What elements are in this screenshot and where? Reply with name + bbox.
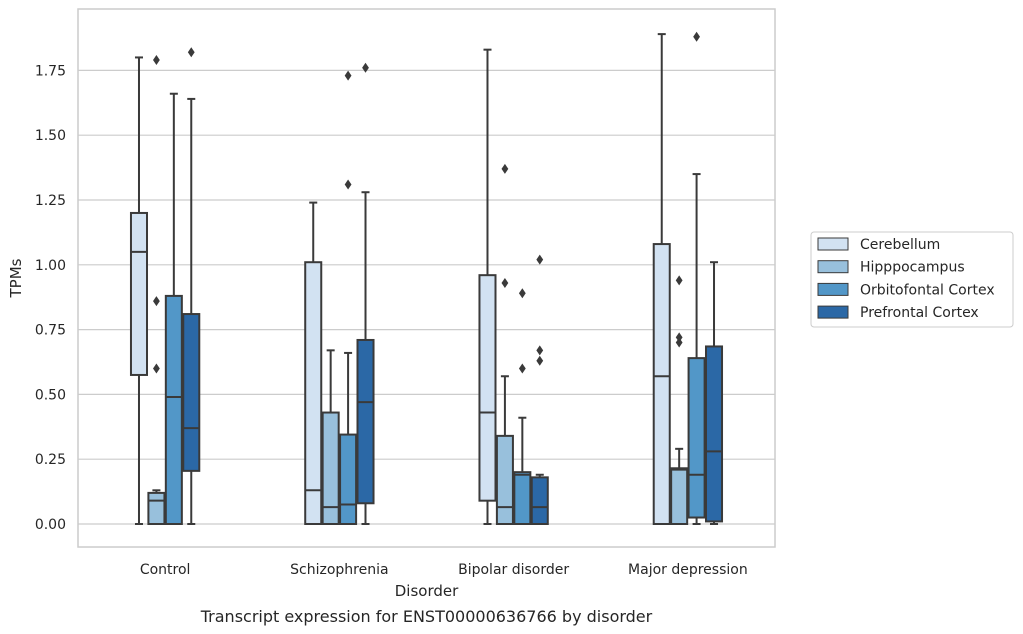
outlier-point (675, 275, 683, 286)
y-tick-label: 0.50 (35, 387, 66, 403)
box-iqr (670, 467, 689, 526)
outlier-point (153, 55, 160, 66)
box-iqr (304, 261, 323, 525)
outlier-point (536, 345, 544, 356)
legend-frame (810, 231, 1014, 328)
x-axis-label: Disorder (395, 582, 459, 600)
box-cerebellum (304, 201, 323, 525)
box-iqr (356, 338, 375, 505)
box-iqr (704, 345, 724, 523)
box-prefrontal-cortex (182, 47, 201, 525)
box-series-group (129, 31, 724, 526)
x-tick-label: Control (140, 562, 191, 578)
box-iqr (478, 274, 497, 502)
box-iqr (321, 411, 340, 526)
x-axis-tick-labels: Control Schizophrenia Bipolar disorder Majo… (140, 562, 748, 578)
outlier-point (518, 288, 526, 299)
box-iqr (339, 433, 358, 525)
box-iqr (652, 243, 671, 525)
outlier-point (501, 277, 509, 288)
outlier-point (518, 363, 526, 374)
outlier-point (693, 31, 700, 42)
legend-label: Orbitofontal Cortex (860, 282, 995, 298)
y-tick-label: 1.25 (35, 193, 66, 209)
y-tick-label: 0.25 (35, 452, 66, 468)
box-iqr (687, 357, 706, 519)
y-axis-label: TPMs (7, 258, 25, 298)
y-tick-label: 1.00 (35, 258, 66, 274)
box-iqr (513, 471, 532, 526)
outlier-point (153, 296, 160, 307)
y-tick-label: 1.50 (35, 128, 66, 144)
box-prefrontal-cortex (356, 62, 375, 525)
y-axis-tick-labels: 0.00 0.25 0.50 0.75 1.00 1.25 1.50 1.75 (35, 63, 66, 533)
outlier-point (675, 332, 683, 343)
legend-label: Prefrontal Cortex (860, 305, 979, 321)
x-tick-label: Major depression (628, 562, 748, 578)
box-cerebellum (129, 56, 149, 525)
box-iqr (495, 434, 514, 526)
box-orbitofontal-cortex (164, 92, 183, 525)
box-iqr (129, 211, 149, 376)
box-hipppocampus (495, 163, 514, 526)
box-cerebellum (478, 48, 497, 525)
box-iqr (530, 476, 549, 525)
box-hipppocampus (147, 55, 166, 525)
legend-swatch (817, 282, 849, 296)
outlier-point (675, 337, 683, 348)
legend[interactable]: Cerebellum Hipppocampus Orbitofontal Corte… (810, 231, 1014, 328)
legend-label: Cerebellum (860, 237, 940, 253)
box-iqr (182, 313, 201, 472)
legend-swatch (817, 305, 849, 319)
box-orbitofontal-cortex (513, 288, 532, 526)
box-hipppocampus (321, 349, 340, 526)
box-prefrontal-cortex (530, 254, 549, 525)
y-tick-label: 1.75 (35, 63, 66, 79)
box-prefrontal-cortex (704, 261, 724, 525)
legend-swatch (817, 237, 849, 251)
outlier-point (501, 163, 509, 174)
box-orbitofontal-cortex (687, 31, 706, 525)
chart-caption: Transcript expression for ENST0000063676… (200, 607, 653, 626)
x-tick-label: Schizophrenia (290, 562, 388, 578)
box-cerebellum (652, 33, 671, 525)
y-tick-label: 0.00 (35, 517, 66, 533)
outlier-point (153, 363, 160, 374)
box-iqr (164, 294, 183, 525)
outlier-point (536, 254, 544, 265)
outlier-point (344, 70, 352, 81)
y-tick-label: 0.75 (35, 323, 66, 339)
x-tick-label: Bipolar disorder (458, 562, 569, 578)
legend-swatch (817, 260, 849, 274)
legend-label: Hipppocampus (860, 260, 965, 276)
box-hipppocampus (670, 275, 689, 526)
outlier-point (187, 47, 195, 58)
box-iqr (147, 491, 166, 525)
outlier-point (536, 355, 544, 366)
outlier-point (344, 179, 352, 190)
box-orbitofontal-cortex (339, 70, 358, 525)
outlier-point (362, 62, 369, 73)
